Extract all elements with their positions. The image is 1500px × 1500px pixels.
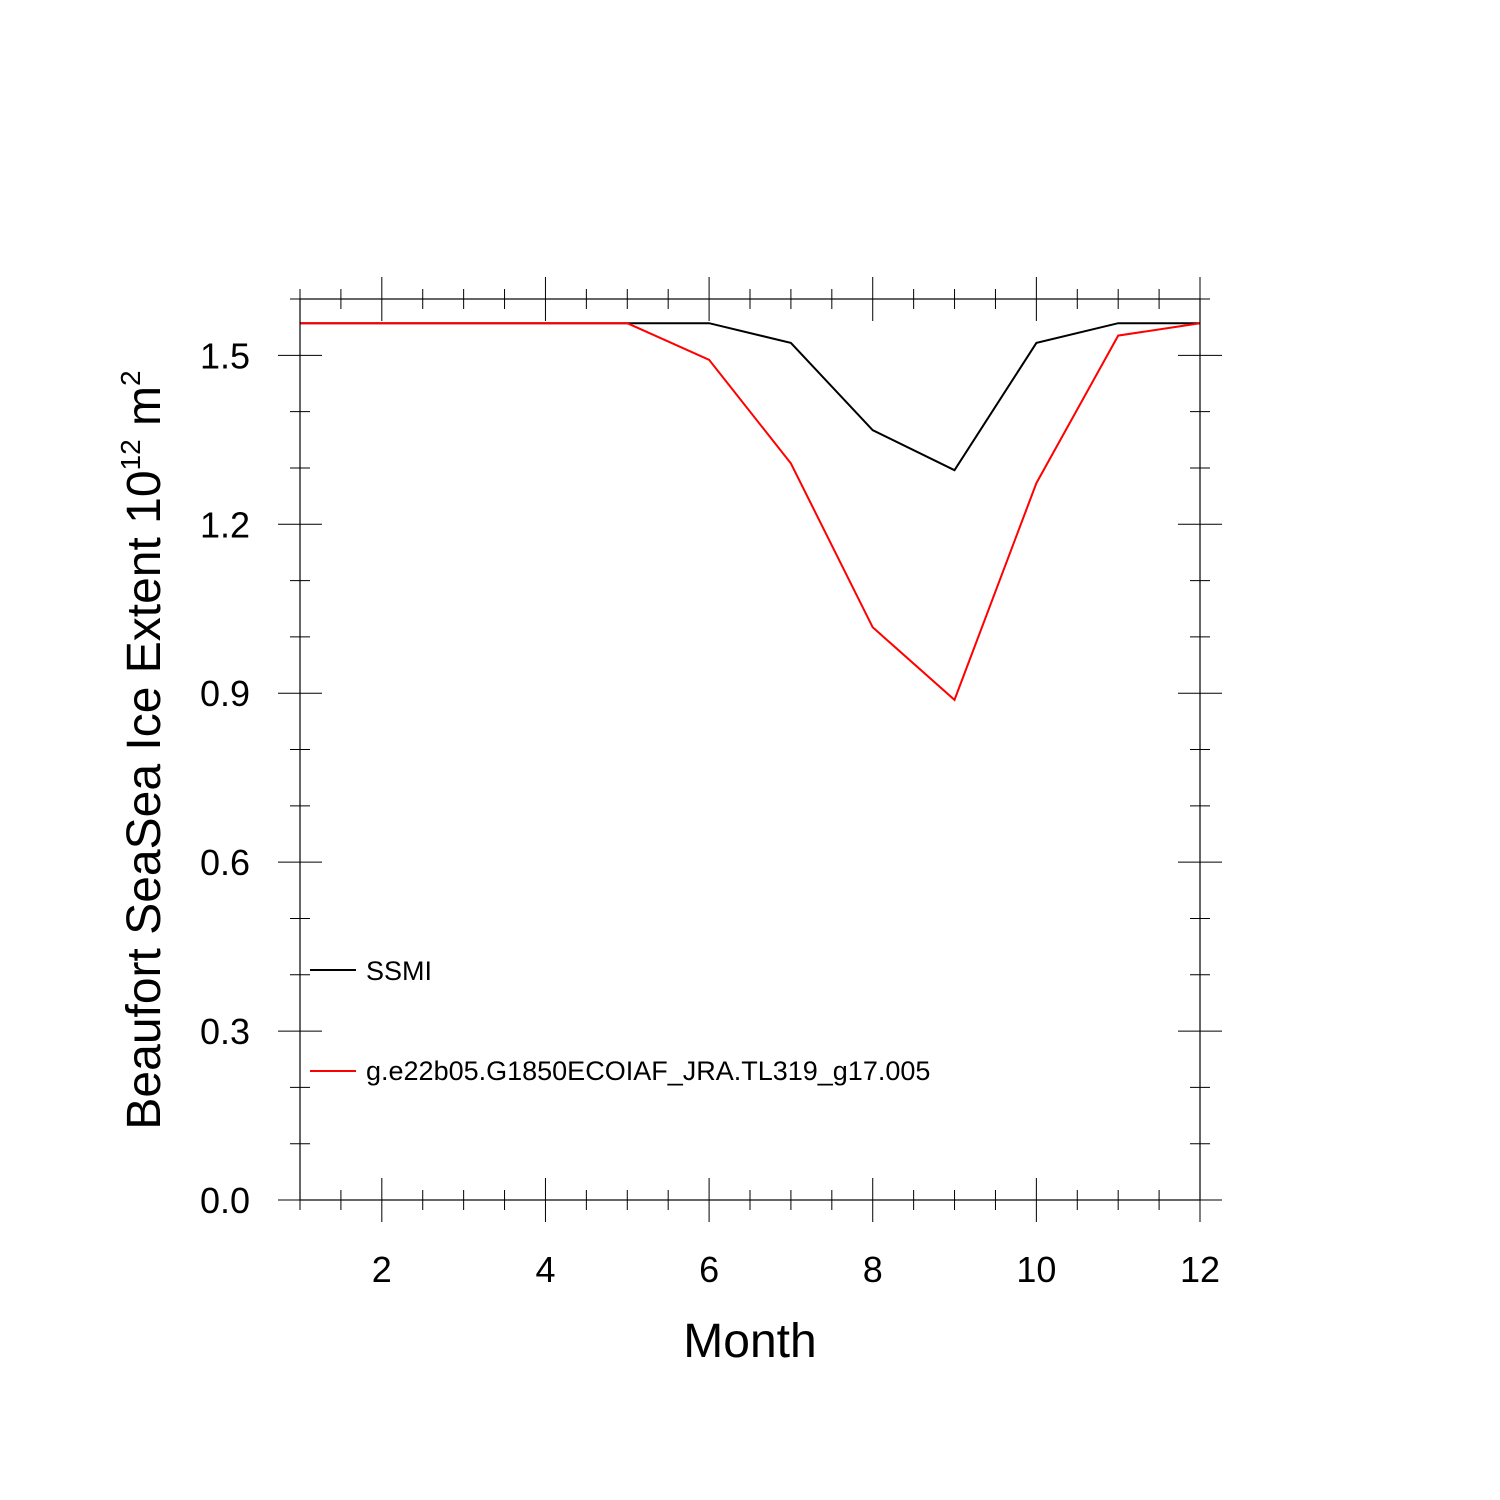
x-tick-label: 10 xyxy=(1016,1249,1056,1290)
series-line-model xyxy=(300,322,1201,702)
y-axis-title-main: Beaufort SeaSea Ice Extent 10 xyxy=(118,470,171,1129)
legend-label-model: g.e22b05.G1850ECOIAF_JRA.TL319_g17.005 xyxy=(366,1056,930,1086)
series-lines xyxy=(300,322,1201,702)
y-tick-label: 0.9 xyxy=(200,673,250,714)
tick-labels: 2 4 6 8 10 12 0.0 0.3 0.6 0.9 1.2 1.5 xyxy=(200,335,1220,1290)
y-tick-label: 0.0 xyxy=(200,1180,250,1221)
x-tick-label: 8 xyxy=(863,1249,883,1290)
y-axis-title-unit: m xyxy=(118,386,171,439)
x-tick-label: 12 xyxy=(1180,1249,1220,1290)
x-tick-label: 6 xyxy=(699,1249,719,1290)
y-tick-label: 1.5 xyxy=(200,335,250,376)
x-tick-label: 2 xyxy=(372,1249,392,1290)
y-tick-label: 0.6 xyxy=(200,842,250,883)
y-axis-title-exponent: 12 xyxy=(115,439,146,470)
y-tick-label: 1.2 xyxy=(200,504,250,545)
series-line-ssmi xyxy=(300,322,1200,472)
x-tick-label: 4 xyxy=(535,1249,555,1290)
legend: SSMI g.e22b05.G1850ECOIAF_JRA.TL319_g17.… xyxy=(310,956,930,1086)
y-axis-title-unit-exponent: 2 xyxy=(115,370,146,386)
y-tick-label: 0.3 xyxy=(200,1011,250,1052)
y-axis-title: Beaufort SeaSea Ice Extent 1012 m2 xyxy=(115,370,171,1129)
x-axis-title: Month xyxy=(683,1315,816,1368)
legend-label-ssmi: SSMI xyxy=(366,956,432,986)
plot-frame xyxy=(299,298,1201,1201)
